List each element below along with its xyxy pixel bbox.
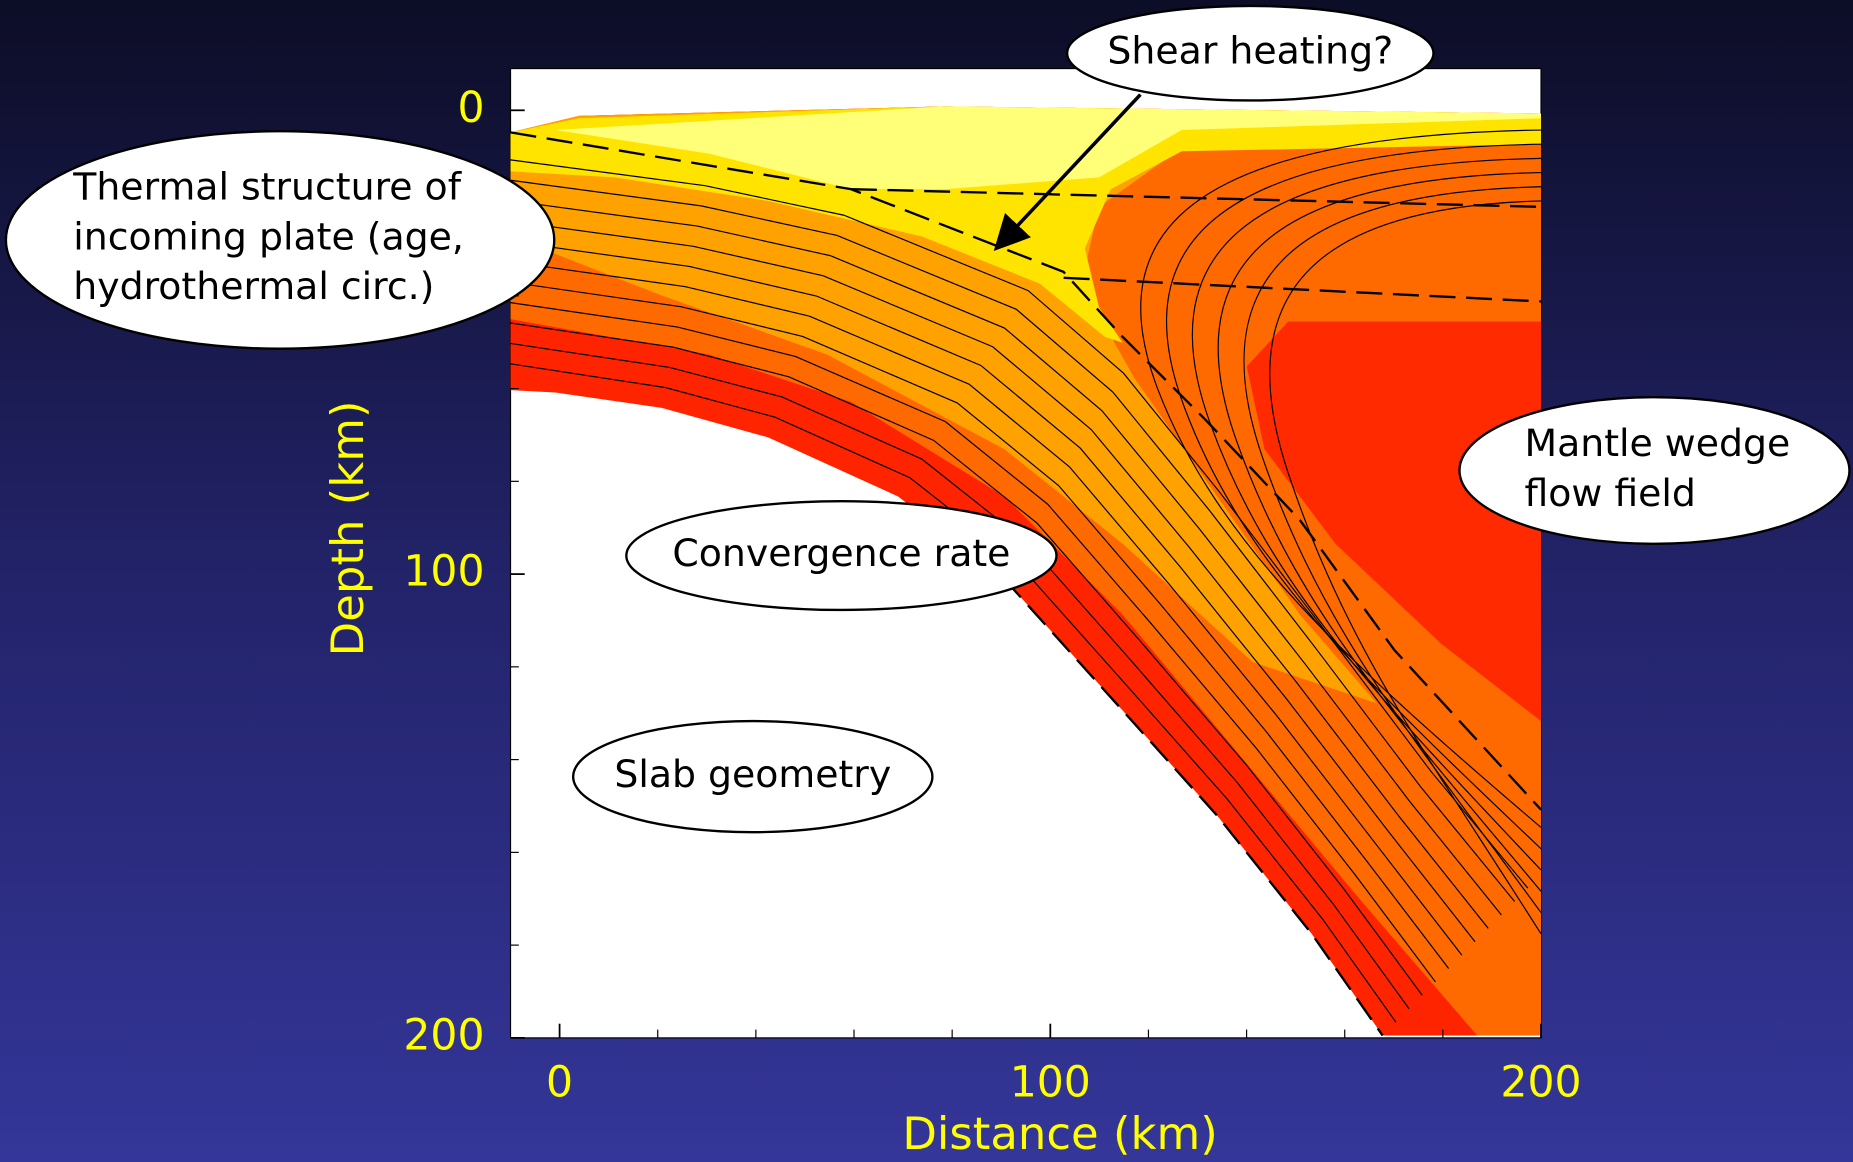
callout-text: Shear heating? bbox=[1107, 29, 1393, 73]
x-tick-label: 200 bbox=[1500, 1059, 1581, 1108]
y-axis-title: Depth (km) bbox=[321, 400, 374, 656]
callout: Mantle wedge flow field bbox=[1459, 397, 1849, 544]
x-tick-label: 100 bbox=[1010, 1059, 1091, 1108]
x-axis-title: Distance (km) bbox=[902, 1107, 1217, 1160]
y-tick-label: 200 bbox=[403, 1011, 484, 1060]
callout-text: Mantle wedge bbox=[1524, 421, 1790, 465]
callout: Slab geometry bbox=[573, 721, 932, 832]
callout-text: Slab geometry bbox=[614, 752, 891, 796]
callout-text: Convergence rate bbox=[672, 531, 1010, 575]
callout-text: incoming plate (age, bbox=[73, 214, 464, 258]
callout: Convergence rate bbox=[626, 501, 1056, 610]
callout-text: Thermal structure of bbox=[72, 165, 462, 209]
page: {"chart_data": { "type": "contour", "x_l… bbox=[0, 0, 1853, 1162]
callout: Shear heating? bbox=[1067, 6, 1433, 101]
callout-text: flow field bbox=[1524, 471, 1695, 515]
callout: Thermal structure of incoming plate (age,… bbox=[6, 131, 554, 349]
x-tick-label: 0 bbox=[546, 1059, 573, 1108]
slide: Distance (km) Depth (km) 01002000100200 … bbox=[0, 0, 1853, 1162]
y-tick-label: 0 bbox=[457, 84, 484, 133]
y-tick-label: 100 bbox=[403, 548, 484, 597]
callout-text: hydrothermal circ.) bbox=[73, 264, 434, 308]
